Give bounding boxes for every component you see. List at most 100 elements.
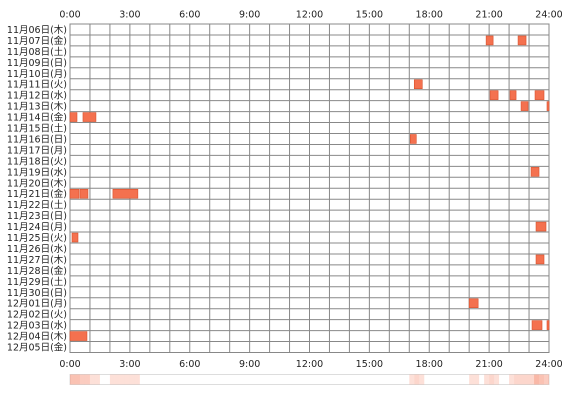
row-label: 11月09日(日) [7, 58, 67, 69]
summary-cell [124, 374, 130, 385]
row-label: 11月08日(土) [7, 46, 67, 58]
x-tick-label: 21:00 [475, 10, 502, 21]
summary-cell [484, 374, 490, 385]
activity-block [69, 331, 88, 341]
x-tick-label: 24:00 [535, 359, 562, 370]
summary-cell [419, 374, 425, 385]
summary-cell [134, 374, 140, 385]
summary-cell [79, 374, 85, 385]
summary-cell [529, 374, 535, 385]
row-label: 11月10日(月) [7, 69, 67, 80]
row-label: 11月20日(木) [7, 177, 67, 189]
row-label: 12月04日(木) [7, 331, 67, 343]
activity-block [112, 188, 139, 199]
row-label: 11月23日(日) [7, 211, 67, 222]
activity-block [409, 134, 417, 144]
summary-cell [509, 374, 515, 385]
activity-block [69, 188, 80, 199]
x-tick-label: 9:00 [239, 359, 260, 370]
row-label: 11月14日(金) [7, 112, 67, 124]
summary-cell [489, 374, 495, 385]
row-label: 12月01日(月) [7, 299, 67, 310]
row-label: 11月30日(日) [7, 288, 67, 299]
row-label: 11月16日(日) [7, 134, 67, 145]
summary-cell [89, 374, 95, 385]
summary-cell [524, 374, 530, 385]
activity-block [535, 254, 545, 265]
row-label: 11月18日(火) [7, 156, 67, 167]
row-label: 12月05日(金) [7, 342, 67, 354]
activity-block [520, 101, 529, 111]
summary-cell [84, 374, 90, 385]
x-tick-label: 0:00 [59, 10, 80, 21]
activity-block [534, 90, 545, 100]
activity-block [530, 167, 540, 177]
row-label: 11月26日(水) [7, 243, 67, 255]
x-tick-label: 15:00 [356, 10, 383, 21]
activity-block [535, 221, 547, 232]
summary-cell [534, 374, 540, 385]
summary-cell [114, 374, 120, 385]
x-tick-label: 24:00 [535, 10, 562, 21]
activity-block [517, 35, 527, 46]
activity-block [546, 320, 550, 330]
activity-block [509, 90, 517, 100]
summary-cell [474, 374, 480, 385]
summary-cell [94, 374, 100, 385]
summary-cell [409, 374, 415, 385]
x-tick-label: 18:00 [416, 10, 443, 21]
row-label: 12月02日(火) [7, 310, 67, 321]
activity-block [79, 188, 89, 199]
summary-cell [74, 374, 80, 385]
x-tick-label: 0:00 [59, 359, 80, 370]
activity-block [71, 232, 79, 243]
row-label: 11月11日(火) [7, 80, 67, 91]
row-label: 11月28日(金) [7, 265, 67, 277]
x-tick-label: 6:00 [179, 10, 200, 21]
summary-cell [514, 374, 520, 385]
x-tick-label: 3:00 [119, 359, 140, 370]
row-label: 11月25日(火) [7, 233, 67, 244]
row-label: 11月27日(木) [7, 254, 67, 266]
summary-cell [414, 374, 420, 385]
row-label: 11月22日(土) [7, 199, 67, 211]
x-tick-label: 18:00 [416, 359, 443, 370]
activity-block [413, 79, 423, 89]
row-label: 11月06日(木) [7, 24, 67, 36]
summary-cell [129, 374, 135, 385]
row-label: 11月19日(水) [7, 166, 67, 178]
activity-block [82, 112, 97, 122]
activity-block [531, 320, 543, 330]
x-tick-label: 3:00 [119, 10, 140, 21]
x-tick-label: 12:00 [296, 10, 323, 21]
summary-cell [109, 374, 115, 385]
summary-cell [494, 374, 500, 385]
row-label: 12月03日(水) [7, 320, 67, 332]
row-label: 11月17日(月) [7, 145, 67, 156]
activity-block [69, 112, 78, 122]
row-label: 11月15日(土) [7, 123, 67, 135]
summary-cell [70, 374, 75, 385]
summary-bar [69, 374, 550, 385]
summary-cell [519, 374, 525, 385]
summary-cell [539, 374, 545, 385]
activity-block [485, 35, 494, 46]
activity-block [546, 101, 550, 111]
row-label: 11月12日(水) [7, 90, 67, 102]
row-label: 11月13日(木) [7, 101, 67, 113]
summary-cell [469, 374, 475, 385]
x-tick-label: 9:00 [239, 10, 260, 21]
row-label: 11月29日(土) [7, 276, 67, 288]
row-label: 11月07日(金) [7, 35, 67, 47]
activity-block [489, 90, 499, 100]
x-tick-label: 6:00 [179, 359, 200, 370]
summary-cell [119, 374, 125, 385]
row-label: 11月21日(金) [7, 188, 67, 200]
x-tick-label: 21:00 [475, 359, 502, 370]
summary-cell [544, 374, 549, 385]
x-tick-label: 12:00 [296, 359, 323, 370]
x-tick-label: 15:00 [356, 359, 383, 370]
activity-block [468, 298, 479, 308]
row-label: 11月24日(月) [7, 222, 67, 233]
